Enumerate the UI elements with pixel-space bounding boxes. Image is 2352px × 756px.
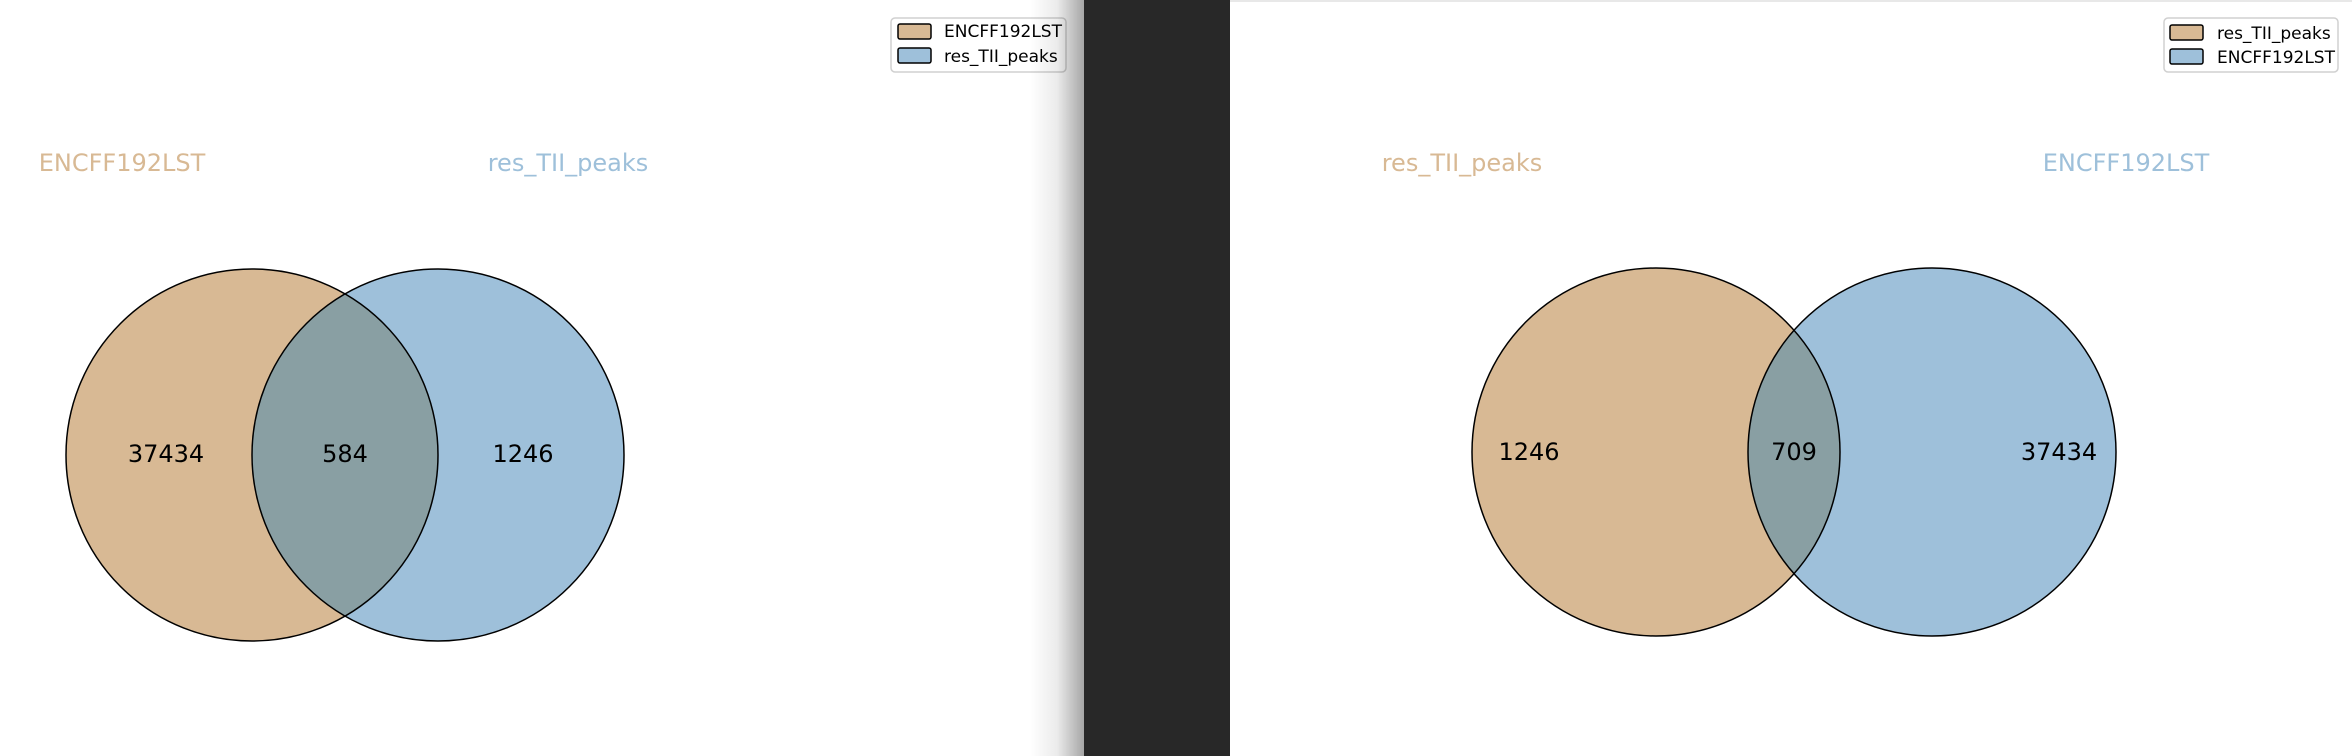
count-only-a: 37434 [128,440,204,468]
legend-frame [890,17,1067,73]
legend: ENCFF192LST res_TII_peaks [890,17,1067,73]
panel-top-border [1230,0,2352,2]
panel-separator [1084,0,1230,756]
set-label-a: res_TII_peaks [1382,149,1543,177]
venn-overlap [252,269,438,641]
legend-swatch-2 [897,47,932,64]
legend-swatch-2 [2169,48,2204,65]
venn-circle-a-outline [1471,267,1841,637]
count-both: 584 [322,440,368,468]
legend-swatch-1 [2169,24,2204,41]
set-label-b: ENCFF192LST [2043,149,2210,177]
count-only-b: 1246 [492,440,553,468]
venn-circle-b [1748,268,2116,636]
venn-panel-right: res_TII_peaks ENCFF192LST 1246 709 37434… [1230,0,2352,756]
set-label-a: ENCFF192LST [39,149,206,177]
legend-label-1: res_TII_peaks [2217,24,2331,44]
count-only-b: 37434 [2021,438,2097,466]
count-both: 709 [1771,438,1817,466]
venn-circle-b-outline [251,268,625,642]
legend: res_TII_peaks ENCFF192LST [2163,17,2339,73]
count-only-a: 1246 [1498,438,1559,466]
set-label-b: res_TII_peaks [488,149,649,177]
venn-diagram-right: res_TII_peaks ENCFF192LST 1246 709 37434… [1382,17,2339,637]
venn-panel-left: ENCFF192LST res_TII_peaks 37434 584 1246… [0,0,1084,756]
venn-circle-b-outline [1747,267,2117,637]
legend-frame [2163,17,2339,73]
venn-diagram-left: ENCFF192LST res_TII_peaks 37434 584 1246… [39,17,1067,642]
venn-circle-a [1472,268,1840,636]
legend-label-2: res_TII_peaks [944,47,1058,67]
legend-label-1: ENCFF192LST [944,22,1063,42]
legend-label-2: ENCFF192LST [2217,48,2336,68]
legend-swatch-1 [897,23,932,40]
venn-circle-a-outline [65,268,439,642]
